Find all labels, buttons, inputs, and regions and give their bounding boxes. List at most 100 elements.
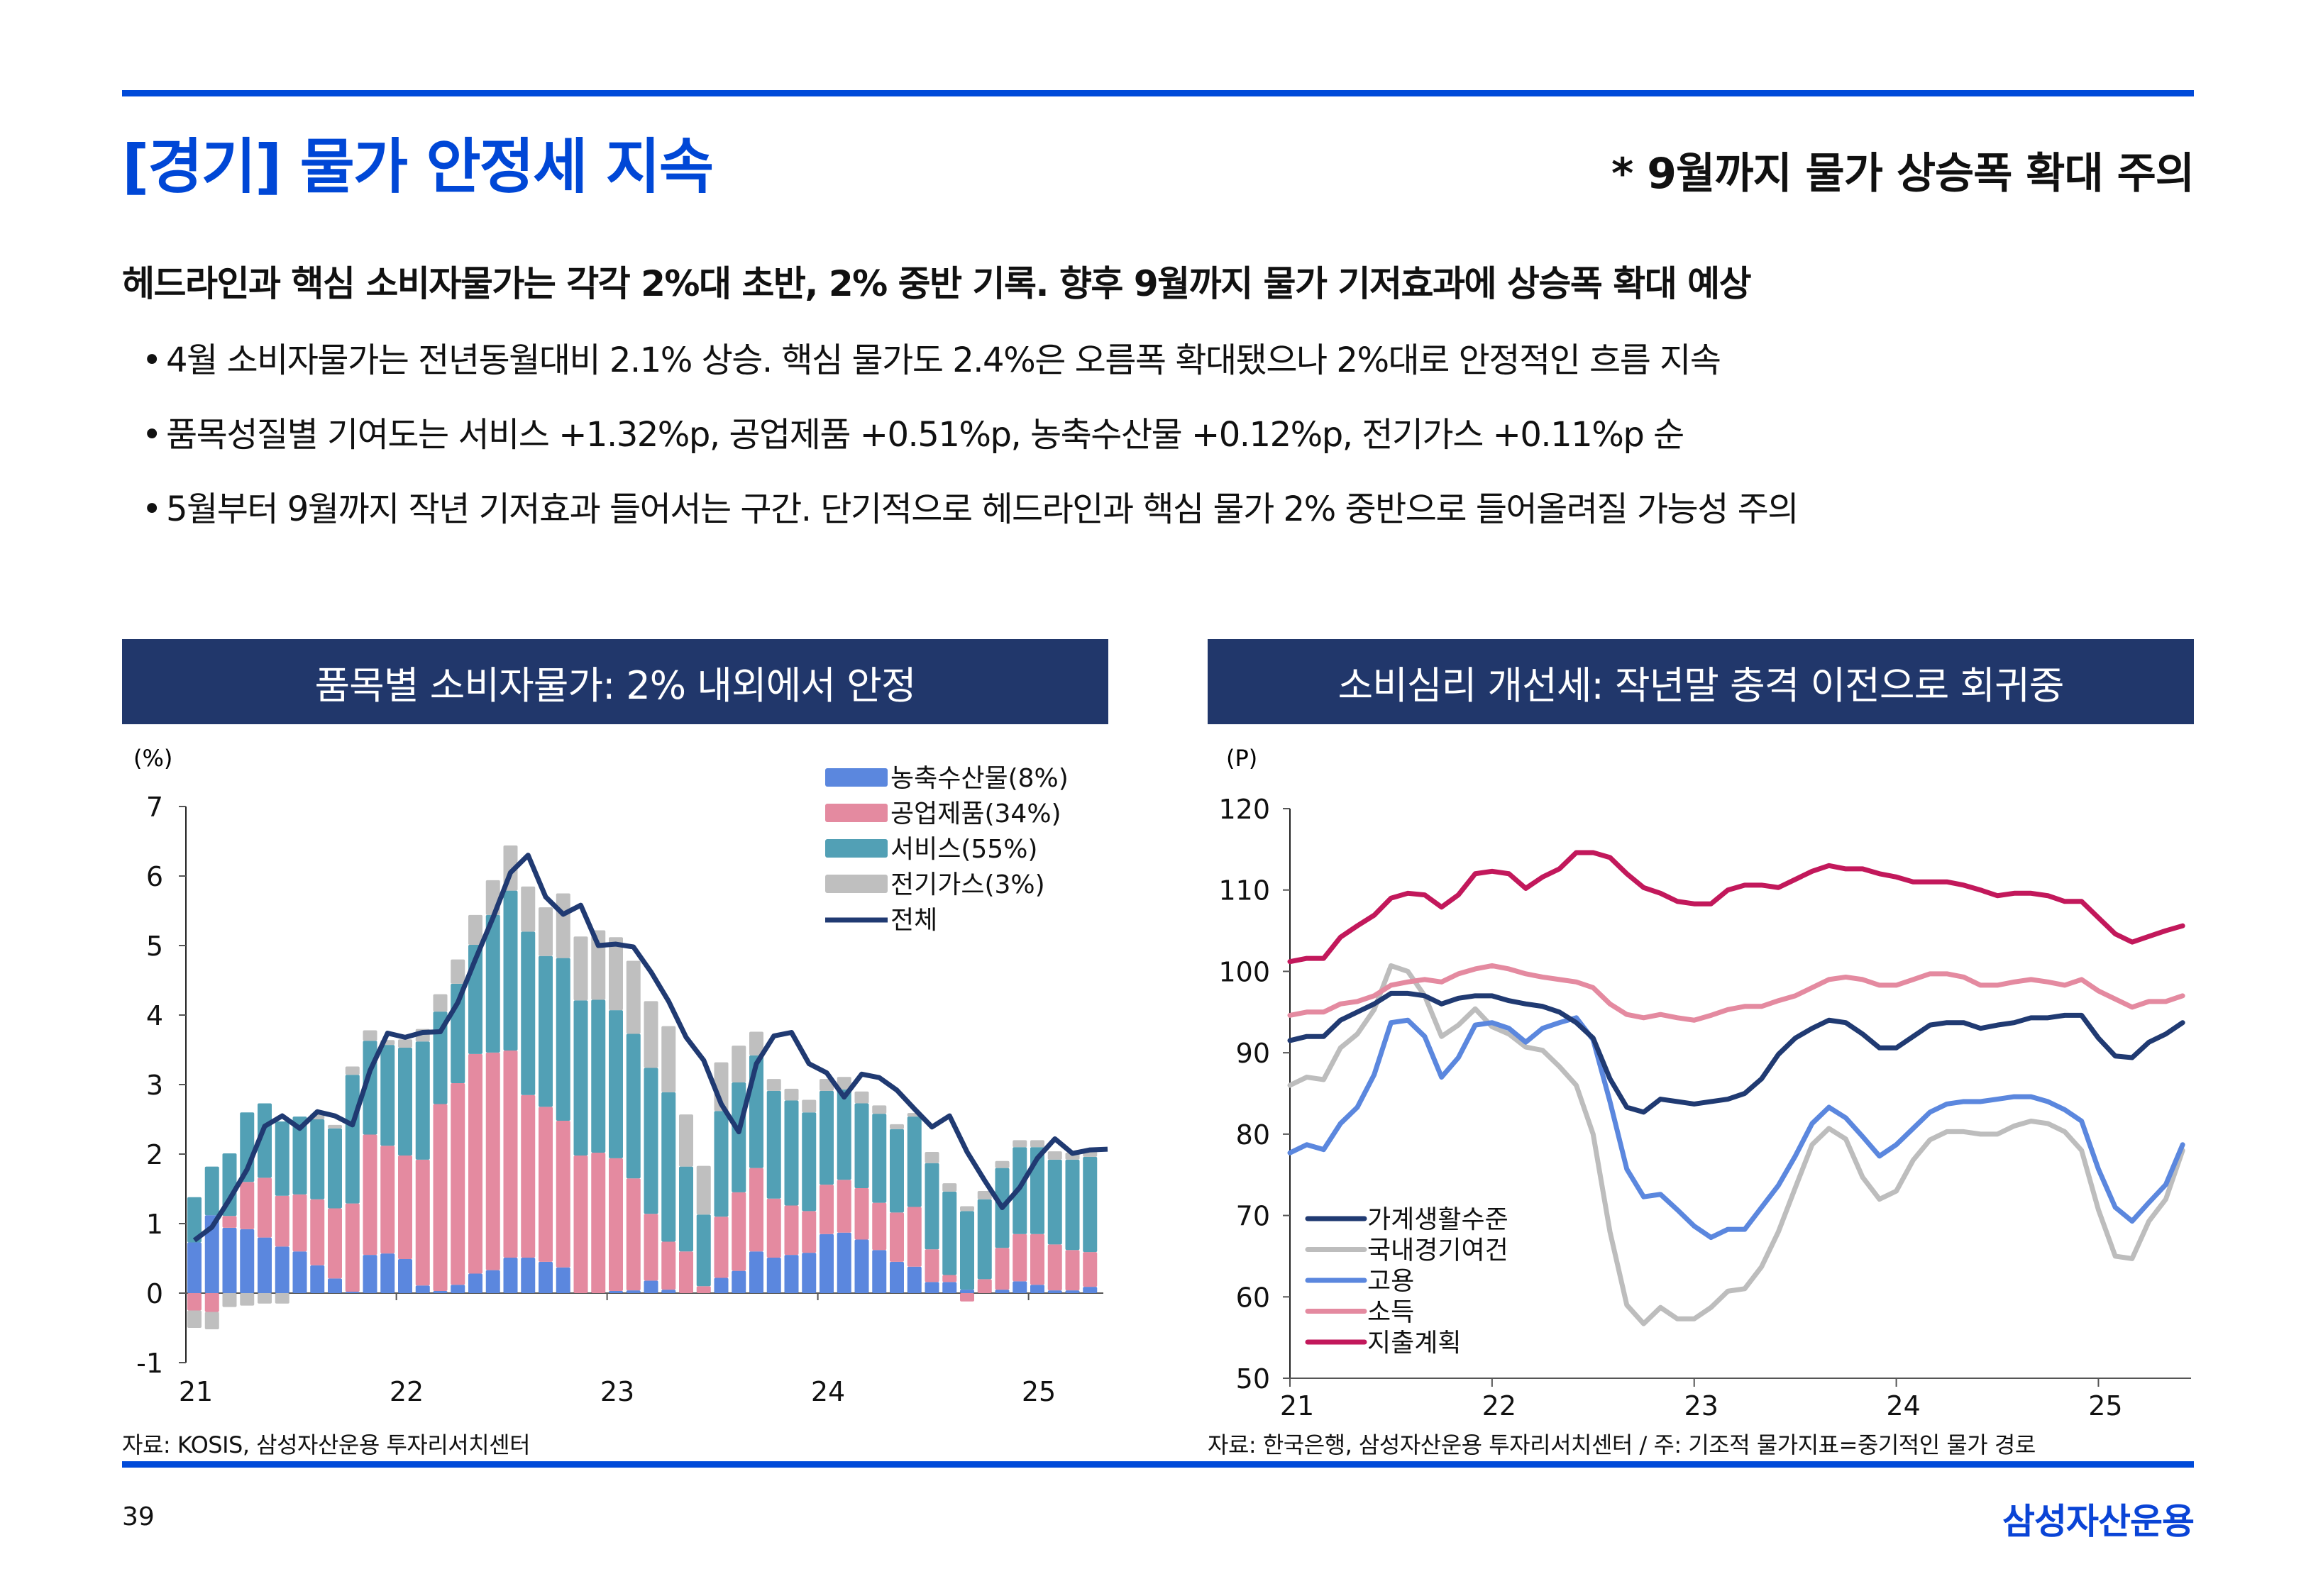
bar-segment-industrial <box>977 1279 992 1293</box>
bar-segment-industrial <box>521 1095 536 1258</box>
bar-segment-industrial <box>539 1107 553 1262</box>
bar-segment-services <box>310 1119 325 1199</box>
bar-segment-agri <box>468 1273 482 1293</box>
bar-segment-utilities <box>451 959 465 984</box>
bar-segment-services <box>609 1010 623 1158</box>
bar-segment-industrial <box>907 1207 922 1267</box>
left-x-tick-label: 21 <box>179 1376 213 1407</box>
bar-segment-utilities <box>1030 1140 1044 1148</box>
bar-segment-services <box>837 1089 851 1180</box>
bar-segment-industrial <box>661 1241 676 1290</box>
bar-segment-services <box>415 1041 430 1160</box>
bar-segment-utilities <box>222 1293 237 1307</box>
bar-segment-agri <box>661 1290 676 1293</box>
bar-segment-industrial <box>328 1208 342 1279</box>
bar-segment-agri <box>820 1234 834 1293</box>
bullet-text: 5월부터 9월까지 작년 기저효과 들어서는 구간. 단기적으로 헤드라인과 핵… <box>166 489 1799 529</box>
bar-segment-utilities <box>1047 1151 1062 1160</box>
legend-label: 서비스(55%) <box>890 835 1037 864</box>
bar-segment-industrial <box>292 1194 307 1252</box>
bar-segment-industrial <box>556 1120 570 1268</box>
bar-segment-agri <box>292 1251 307 1293</box>
bar-segment-agri <box>784 1255 799 1293</box>
bar-segment-agri <box>275 1246 289 1293</box>
bar-segment-agri <box>521 1258 536 1293</box>
bar-segment-utilities <box>539 907 553 956</box>
bar-segment-agri <box>240 1229 255 1293</box>
bar-segment-agri <box>1065 1290 1080 1293</box>
bar-segment-services <box>820 1090 834 1185</box>
bar-segment-utilities <box>644 1001 658 1068</box>
bullet-dot-icon: • <box>142 489 162 529</box>
bar-segment-utilities <box>240 1293 255 1306</box>
bar-segment-agri <box>310 1265 325 1293</box>
bar-segment-utilities <box>696 1165 711 1215</box>
bar-segment-services <box>925 1163 939 1250</box>
bar-segment-services <box>1083 1156 1098 1253</box>
bar-segment-agri <box>609 1291 623 1293</box>
bar-segment-agri <box>187 1242 202 1293</box>
bar-segment-industrial <box>854 1188 869 1240</box>
bar-segment-services <box>679 1166 693 1252</box>
bar-segment-agri <box>837 1232 851 1293</box>
bar-segment-utilities <box>661 1026 676 1092</box>
bar-segment-utilities <box>1013 1140 1027 1148</box>
bar-segment-services <box>644 1068 658 1214</box>
bar-segment-agri <box>433 1291 448 1293</box>
legend-swatch <box>825 875 888 893</box>
bar-segment-services <box>732 1082 746 1192</box>
bar-segment-industrial <box>591 1153 606 1293</box>
bar-segment-industrial <box>1065 1250 1080 1291</box>
bar-segment-agri <box>204 1215 219 1293</box>
bar-segment-agri <box>732 1270 746 1293</box>
bar-segment-industrial <box>310 1199 325 1265</box>
bar-segment-services <box>433 1012 448 1104</box>
bar-segment-industrial <box>749 1168 763 1252</box>
bar-segment-agri <box>854 1239 869 1293</box>
left-x-tick-label: 22 <box>390 1376 424 1407</box>
legend-label: 전체 <box>890 906 937 935</box>
bar-segment-industrial <box>766 1198 781 1258</box>
bar-segment-industrial <box>732 1192 746 1271</box>
bar-segment-industrial <box>363 1134 377 1256</box>
legend-label: 농축수산물(8%) <box>890 764 1069 793</box>
right-chart-title: 소비심리 개선세: 작년말 충격 이전으로 회귀중 <box>1208 639 2194 724</box>
bar-segment-industrial <box>802 1211 817 1253</box>
bar-segment-utilities <box>679 1114 693 1167</box>
bar-segment-utilities <box>433 994 448 1012</box>
page-title: [경기] 물가 안정세 지속 <box>122 132 714 201</box>
bar-segment-agri <box>398 1258 412 1293</box>
bar-segment-agri <box>1013 1281 1027 1293</box>
bar-segment-industrial <box>820 1185 834 1234</box>
bar-segment-services <box>661 1092 676 1242</box>
bar-segment-services <box>784 1100 799 1206</box>
bar-segment-industrial <box>1047 1244 1062 1291</box>
bar-segment-services <box>1065 1159 1080 1251</box>
legend-label: 공업제품(34%) <box>890 799 1061 829</box>
bar-segment-agri <box>258 1237 272 1293</box>
bar-segment-utilities <box>854 1091 869 1104</box>
bar-segment-industrial <box>415 1159 430 1286</box>
bar-segment-services <box>521 931 536 1095</box>
bar-segment-agri <box>644 1280 658 1293</box>
bar-segment-industrial <box>644 1214 658 1281</box>
bar-segment-utilities <box>258 1293 272 1304</box>
bar-segment-services <box>275 1121 289 1196</box>
bar-segment-industrial <box>345 1203 360 1292</box>
bar-segment-industrial <box>1013 1234 1027 1282</box>
bar-segment-services <box>872 1114 887 1203</box>
summary-headline: 헤드라인과 핵심 소비자물가는 각각 2%대 초반, 2% 중반 기록. 향후 … <box>122 263 1752 304</box>
bar-segment-agri <box>749 1251 763 1293</box>
bar-segment-services <box>854 1103 869 1189</box>
bullet-dot-icon: • <box>142 340 162 380</box>
bar-segment-agri <box>942 1282 957 1293</box>
bar-segment-utilities <box>802 1099 817 1113</box>
bar-segment-agri <box>539 1261 553 1293</box>
bar-segment-utilities <box>995 1160 1010 1168</box>
bar-segment-services <box>626 1033 641 1179</box>
bar-segment-industrial <box>837 1180 851 1233</box>
bar-segment-agri <box>485 1270 500 1293</box>
bar-segment-services <box>292 1116 307 1195</box>
bar-segment-industrial <box>1030 1234 1044 1285</box>
